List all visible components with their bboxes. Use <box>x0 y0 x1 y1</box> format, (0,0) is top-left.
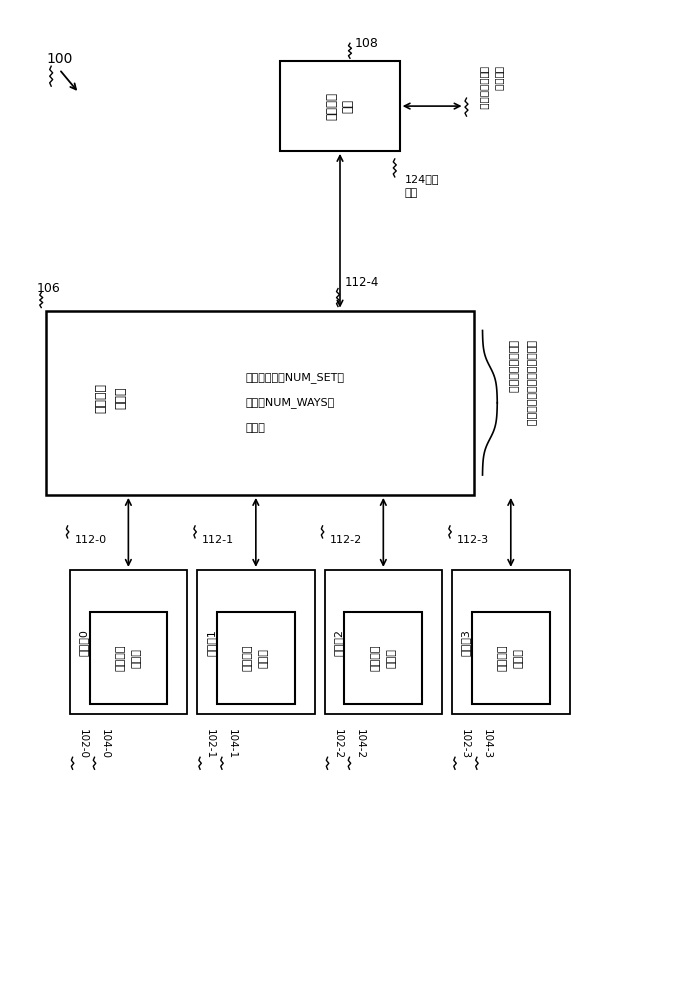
Bar <box>70 570 187 714</box>
Text: 末级快取: 末级快取 <box>94 383 107 413</box>
Text: 存储器: 存储器 <box>386 648 397 668</box>
Text: 集合，NUM_WAYS路: 集合，NUM_WAYS路 <box>245 397 335 408</box>
Text: 104-1: 104-1 <box>227 729 237 759</box>
Text: 处理核2: 处理核2 <box>333 629 344 656</box>
Bar <box>46 311 475 495</box>
Text: 124系统: 124系统 <box>405 174 439 184</box>
Text: 112-2: 112-2 <box>329 535 362 545</box>
Text: 其中有选择所属集合的索引値: 其中有选择所属集合的索引値 <box>526 340 535 427</box>
Text: 单元: 单元 <box>342 99 354 113</box>
Text: 私有快取: 私有快取 <box>498 645 508 671</box>
Text: 102-1: 102-1 <box>205 729 215 759</box>
Text: 存储器: 存储器 <box>131 648 141 668</box>
Bar <box>197 570 314 714</box>
Bar <box>90 612 167 704</box>
Text: 104-3: 104-3 <box>482 729 492 759</box>
Text: 私有快取: 私有快取 <box>370 645 380 671</box>
Text: 112-3: 112-3 <box>457 535 489 545</box>
Text: 112-1: 112-1 <box>202 535 234 545</box>
Text: 周边装置: 周边装置 <box>494 66 504 91</box>
Text: 处理核3: 处理核3 <box>461 629 471 656</box>
Text: 108: 108 <box>355 37 379 50</box>
Bar <box>217 612 295 704</box>
Text: 102-0: 102-0 <box>77 729 88 759</box>
Text: 处理核1: 处理核1 <box>206 629 216 656</box>
Text: 处理核0: 处理核0 <box>79 629 88 656</box>
Text: 关联）: 关联） <box>245 423 265 433</box>
Bar <box>472 612 549 704</box>
Text: 106: 106 <box>36 282 60 295</box>
Bar <box>325 570 442 714</box>
Text: （集合相联，NUM_SET个: （集合相联，NUM_SET个 <box>245 372 344 383</box>
Text: 私有快取: 私有快取 <box>243 645 253 671</box>
Text: 104-2: 104-2 <box>354 729 365 759</box>
Text: 存储器: 存储器 <box>114 387 128 409</box>
Text: 102-3: 102-3 <box>460 729 470 759</box>
Bar <box>452 570 570 714</box>
Text: 102-2: 102-2 <box>333 729 342 759</box>
Bar <box>344 612 422 704</box>
Bar <box>280 61 400 151</box>
Text: 112-4: 112-4 <box>345 276 380 289</box>
Text: 存储器: 存储器 <box>259 648 269 668</box>
Text: 总线: 总线 <box>405 188 418 198</box>
Text: 私有快取: 私有快取 <box>115 645 126 671</box>
Text: 总线接口: 总线接口 <box>325 92 339 120</box>
Text: 112-0: 112-0 <box>75 535 107 545</box>
Text: 包含快取列地址，: 包含快取列地址， <box>507 340 517 393</box>
Text: 100: 100 <box>46 52 73 66</box>
Text: 存储器: 存储器 <box>514 648 524 668</box>
Text: 104-0: 104-0 <box>100 729 109 759</box>
Text: 至系统存储器与: 至系统存储器与 <box>479 66 490 110</box>
